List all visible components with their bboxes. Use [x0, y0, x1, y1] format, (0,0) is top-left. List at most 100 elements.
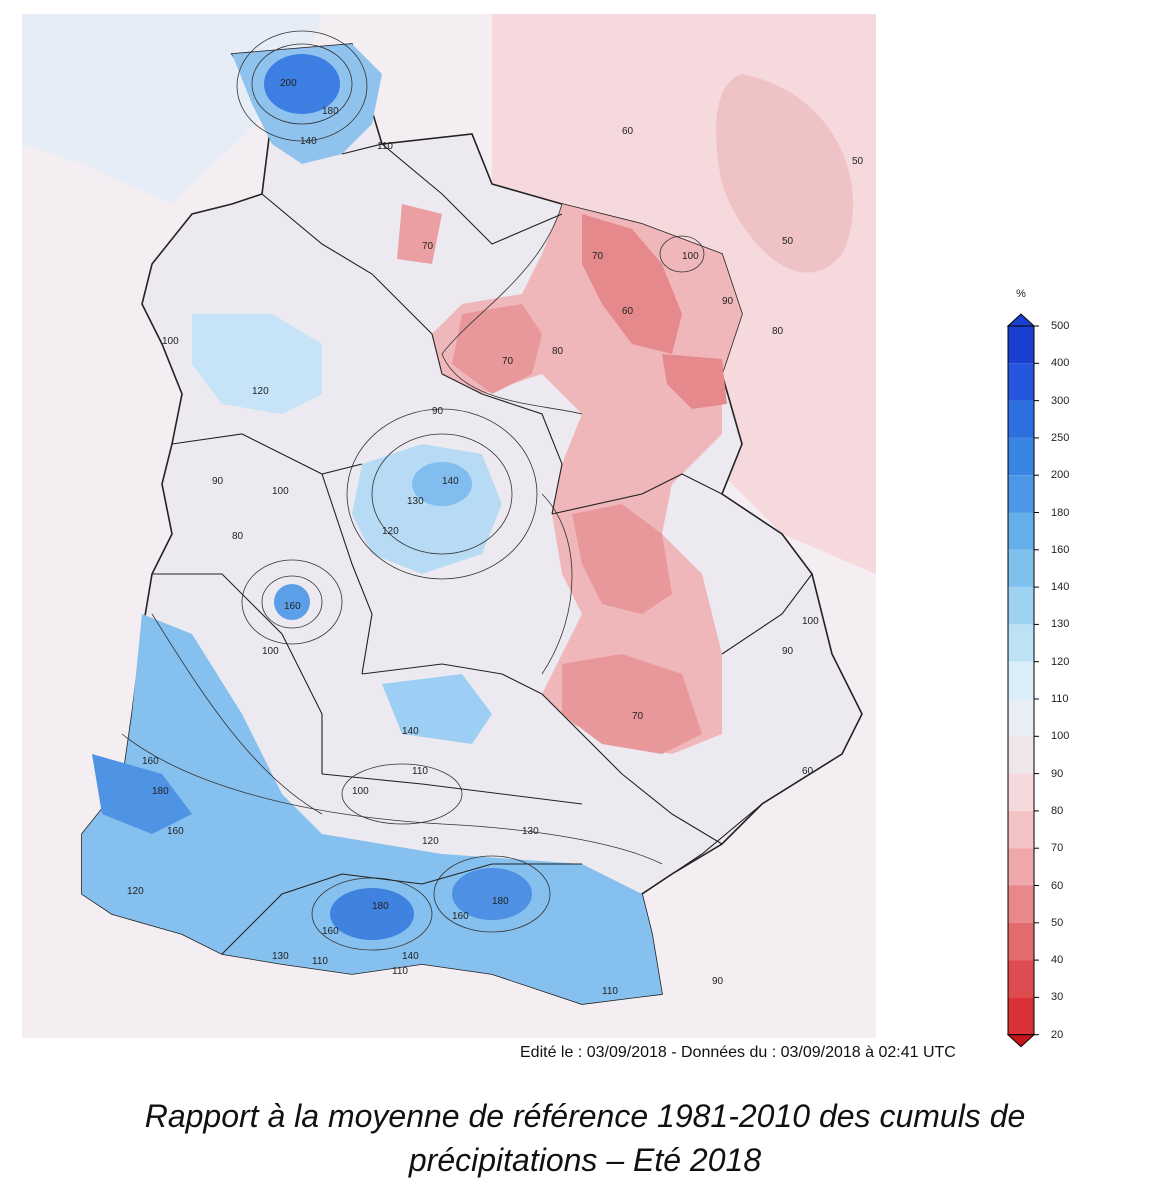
- legend-swatch: [1008, 400, 1034, 438]
- excess-core-coast: [92, 754, 192, 834]
- legend-tick-label: 180: [1051, 506, 1070, 519]
- edition-info: Edité le : 03/09/2018 - Données du : 03/…: [520, 1044, 956, 1061]
- svg-text:90: 90: [712, 976, 724, 987]
- svg-text:110: 110: [377, 141, 393, 152]
- legend-swatch: [1008, 736, 1034, 774]
- svg-text:100: 100: [802, 616, 819, 627]
- legend-tick-label: 70: [1051, 842, 1064, 855]
- legend-unit: %: [1016, 288, 1026, 300]
- svg-text:120: 120: [127, 886, 144, 897]
- svg-text:140: 140: [300, 136, 317, 147]
- svg-text:60: 60: [622, 306, 634, 317]
- svg-text:50: 50: [852, 156, 864, 167]
- excess-core-west: [274, 584, 310, 620]
- svg-text:110: 110: [412, 766, 428, 777]
- svg-text:180: 180: [322, 106, 339, 117]
- svg-text:60: 60: [802, 766, 814, 777]
- svg-text:120: 120: [422, 836, 439, 847]
- svg-text:130: 130: [407, 496, 424, 507]
- legend-swatch: [1008, 773, 1034, 811]
- legend-tick-label: 160: [1051, 543, 1070, 556]
- svg-text:80: 80: [232, 531, 244, 542]
- svg-text:110: 110: [312, 956, 328, 967]
- svg-text:70: 70: [632, 711, 644, 722]
- svg-text:160: 160: [322, 926, 339, 937]
- precipitation-ratio-map: 200 180 140 110 140 130 120 160 100 60 70 80 70 7…: [22, 14, 876, 1038]
- deficit-core-2: [452, 304, 542, 394]
- figure-caption: Rapport à la moyenne de référence 1981-2…: [20, 1094, 1150, 1182]
- excess-core-south: [452, 868, 532, 920]
- legend-tick-label: 110: [1051, 693, 1069, 705]
- isoline-labels: 200 180 140 110 140 130 120 160 100 60 70 80 70 7…: [127, 78, 864, 997]
- svg-text:180: 180: [372, 901, 389, 912]
- department-borders: [152, 143, 813, 955]
- svg-text:100: 100: [162, 336, 179, 347]
- legend-tick-label: 300: [1051, 394, 1070, 407]
- legend-tick-label: 200: [1051, 469, 1070, 482]
- svg-text:130: 130: [522, 826, 539, 837]
- legend-tick-label: 30: [1051, 991, 1064, 1004]
- svg-text:100: 100: [352, 786, 369, 797]
- svg-text:160: 160: [452, 911, 469, 922]
- legend-tick-label: 400: [1051, 357, 1070, 370]
- isolines: [121, 30, 705, 951]
- legend-swatch: [1008, 848, 1034, 886]
- svg-text:160: 160: [284, 601, 301, 612]
- deficit-core-6: [397, 204, 442, 264]
- legend-swatch: [1008, 549, 1034, 588]
- deficit-core-3: [572, 504, 672, 614]
- legend: % 500 400 300 250 200 180 160 140 130 120 110 100 90…: [995, 284, 1115, 1054]
- svg-text:70: 70: [422, 241, 434, 252]
- legend-swatch: [1008, 363, 1034, 401]
- deficit-core-5: [662, 354, 727, 409]
- legend-swatch: [1008, 699, 1034, 737]
- rain-deficit-zone-ne: [716, 74, 854, 273]
- svg-text:180: 180: [492, 896, 509, 907]
- svg-text:110: 110: [602, 986, 618, 997]
- legend-swatch: [1008, 885, 1034, 923]
- svg-text:100: 100: [272, 486, 289, 497]
- svg-text:80: 80: [552, 346, 564, 357]
- excess-zone-west: [192, 314, 322, 414]
- legend-tick-label: 40: [1051, 954, 1064, 967]
- svg-text:50: 50: [782, 236, 794, 247]
- legend-tick-label: 50: [1051, 916, 1064, 929]
- legend-swatch: [1008, 960, 1034, 998]
- legend-tick-label: 500: [1051, 320, 1070, 332]
- legend-tick-label: 250: [1051, 431, 1070, 444]
- svg-text:120: 120: [382, 526, 399, 537]
- svg-text:70: 70: [592, 251, 604, 262]
- svg-text:180: 180: [152, 786, 169, 797]
- svg-text:110: 110: [392, 966, 408, 977]
- excess-zone-center: [352, 444, 502, 574]
- svg-text:90: 90: [722, 296, 734, 307]
- legend-tick-label: 60: [1051, 879, 1064, 892]
- legend-swatch: [1008, 922, 1034, 961]
- svg-text:100: 100: [262, 646, 279, 657]
- excess-core-north: [264, 54, 340, 114]
- deficit-core-1: [582, 214, 682, 354]
- legend-swatch: [1008, 587, 1034, 625]
- svg-text:140: 140: [402, 726, 419, 737]
- legend-swatch: [1008, 512, 1034, 550]
- svg-text:120: 120: [252, 386, 269, 397]
- caption-line-1: Rapport à la moyenne de référence 1981-2…: [144, 1098, 1026, 1134]
- legend-swatch: [1008, 810, 1034, 849]
- legend-tick-label: 100: [1051, 730, 1070, 743]
- svg-text:200: 200: [280, 78, 297, 89]
- svg-text:100: 100: [682, 251, 699, 262]
- legend-swatch: [1008, 475, 1034, 513]
- svg-text:70: 70: [502, 356, 514, 367]
- legend-swatch: [1008, 661, 1034, 699]
- caption-line-2: précipitations – Eté 2018: [408, 1142, 762, 1178]
- legend-tick-label: 90: [1051, 767, 1064, 780]
- svg-text:160: 160: [142, 756, 159, 767]
- legend-swatch: [1008, 326, 1034, 364]
- svg-text:90: 90: [212, 476, 224, 487]
- svg-text:140: 140: [442, 476, 459, 487]
- svg-text:130: 130: [272, 951, 289, 962]
- svg-text:90: 90: [432, 406, 444, 417]
- legend-swatch: [1008, 624, 1034, 662]
- svg-text:160: 160: [167, 826, 184, 837]
- legend-tick-label: 120: [1051, 655, 1070, 668]
